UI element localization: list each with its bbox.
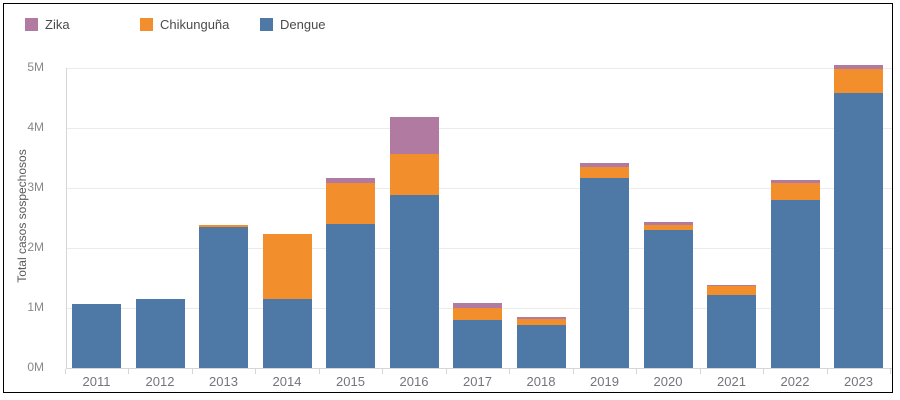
zika-legend-swatch-icon (25, 17, 38, 31)
bar-2015[interactable] (326, 177, 375, 368)
dengue-legend-swatch-icon (260, 17, 273, 31)
y-tick-label-5M: 5M (27, 60, 44, 74)
x-tick-label-2016: 2016 (399, 374, 429, 389)
bar-2020[interactable] (643, 221, 693, 368)
bar-segment-dengue-2022[interactable] (770, 200, 820, 368)
x-tick-mark (318, 369, 320, 374)
bar-segment-zika-2015[interactable] (326, 177, 375, 184)
x-tick-label-2023: 2023 (844, 374, 873, 389)
bar-segment-dengue-2013[interactable] (199, 227, 248, 368)
x-tick-mark (128, 369, 130, 374)
bar-segment-chikunguna-2013[interactable] (199, 225, 248, 227)
x-tick-mark (699, 369, 701, 374)
x-tick-mark (382, 369, 384, 374)
y-tick-label-1M: 1M (27, 300, 44, 314)
x-tick-mark (636, 369, 638, 374)
bar-segment-chikunguna-2014[interactable] (262, 233, 312, 299)
bar-segment-dengue-2014[interactable] (262, 299, 312, 368)
y-tick-label-0M: 0M (27, 360, 44, 374)
bar-segment-dengue-2021[interactable] (707, 295, 756, 368)
legend-label: Dengue (280, 16, 326, 32)
gridline-4M (66, 128, 892, 129)
x-tick-mark (445, 369, 447, 374)
bar-segment-zika-2019[interactable] (580, 163, 629, 167)
bar-segment-chikunguna-2017[interactable] (453, 308, 502, 320)
x-tick-label-2020: 2020 (653, 374, 683, 389)
x-tick-label-2018: 2018 (526, 374, 556, 389)
y-tick-label-2M: 2M (27, 240, 44, 254)
bar-segment-dengue-2016[interactable] (389, 195, 439, 368)
legend-label: Chikunguña (160, 16, 230, 32)
bar-segment-zika-2016[interactable] (389, 116, 439, 155)
gridline-2M (66, 248, 892, 249)
bar-segment-dengue-2020[interactable] (643, 230, 693, 368)
gridline-5M (66, 68, 892, 69)
bar-2013[interactable] (199, 225, 248, 368)
bar-2022[interactable] (770, 180, 820, 368)
x-tick-label-2014: 2014 (272, 374, 302, 389)
bar-segment-dengue-2023[interactable] (834, 93, 883, 368)
bar-segment-dengue-2017[interactable] (453, 320, 502, 368)
bar-segment-chikunguna-2023[interactable] (834, 68, 883, 94)
bar-2016[interactable] (389, 116, 439, 368)
x-tick-mark (763, 369, 765, 374)
bar-segment-chikunguna-2019[interactable] (580, 167, 629, 179)
bar-2014[interactable] (262, 233, 312, 368)
bar-2017[interactable] (453, 303, 502, 368)
bar-segment-chikunguna-2020[interactable] (643, 224, 693, 230)
legend-label: Zika (45, 16, 70, 32)
x-tick-label-2017: 2017 (463, 374, 492, 389)
legend-item-zika[interactable]: Zika (25, 16, 70, 32)
gridline-3M (66, 188, 892, 189)
bar-segment-dengue-2015[interactable] (326, 224, 375, 368)
bar-segment-chikunguna-2015[interactable] (326, 183, 375, 224)
y-axis-title: Total casos sospechosos (15, 149, 29, 283)
bar-segment-chikunguna-2016[interactable] (389, 154, 439, 196)
x-tick-mark (826, 369, 828, 374)
x-tick-label-2022: 2022 (780, 374, 810, 389)
y-tick-label-3M: 3M (27, 180, 44, 194)
x-tick-mark (572, 369, 574, 374)
legend-item-dengue[interactable]: Dengue (260, 16, 326, 32)
bar-segment-zika-2021[interactable] (707, 284, 756, 286)
bar-segment-zika-2023[interactable] (834, 65, 883, 69)
legend-item-chikunguna[interactable]: Chikunguña (140, 16, 229, 32)
bar-2019[interactable] (580, 163, 629, 368)
x-tick-mark (509, 369, 511, 374)
bar-2018[interactable] (516, 317, 566, 368)
x-tick-mark (890, 369, 892, 374)
bar-segment-dengue-2011[interactable] (72, 304, 121, 368)
chikunguna-legend-swatch-icon (140, 17, 153, 31)
bar-2012[interactable] (135, 299, 185, 368)
x-tick-label-2019: 2019 (590, 374, 619, 389)
chart-frame: Zika Chikunguña Dengue Total casos sospech… (3, 3, 893, 393)
bar-2011[interactable] (72, 304, 121, 368)
bar-2023[interactable] (834, 65, 883, 368)
bar-segment-zika-2018[interactable] (516, 317, 566, 320)
x-tick-label-2021: 2021 (717, 374, 746, 389)
x-tick-mark (64, 369, 66, 374)
bar-segment-chikunguna-2021[interactable] (707, 285, 756, 296)
bar-segment-zika-2017[interactable] (453, 303, 502, 308)
x-tick-label-2013: 2013 (209, 374, 238, 389)
bar-segment-chikunguna-2022[interactable] (770, 182, 820, 200)
bar-segment-dengue-2018[interactable] (516, 324, 566, 368)
x-tick-label-2015: 2015 (336, 374, 365, 389)
x-axis-line (66, 368, 892, 369)
x-tick-mark (191, 369, 193, 374)
bar-segment-zika-2020[interactable] (643, 221, 693, 225)
bar-segment-chikunguna-2018[interactable] (516, 319, 566, 325)
bar-segment-dengue-2012[interactable] (135, 299, 185, 368)
bar-segment-dengue-2019[interactable] (580, 178, 629, 368)
x-tick-mark (255, 369, 257, 374)
x-tick-label-2012: 2012 (145, 374, 175, 389)
y-tick-label-4M: 4M (27, 120, 44, 134)
bar-segment-zika-2022[interactable] (770, 180, 820, 183)
y-axis-line (66, 68, 67, 369)
x-tick-label-2011: 2011 (82, 374, 111, 389)
plot-area (66, 65, 892, 368)
bar-2021[interactable] (707, 284, 756, 368)
